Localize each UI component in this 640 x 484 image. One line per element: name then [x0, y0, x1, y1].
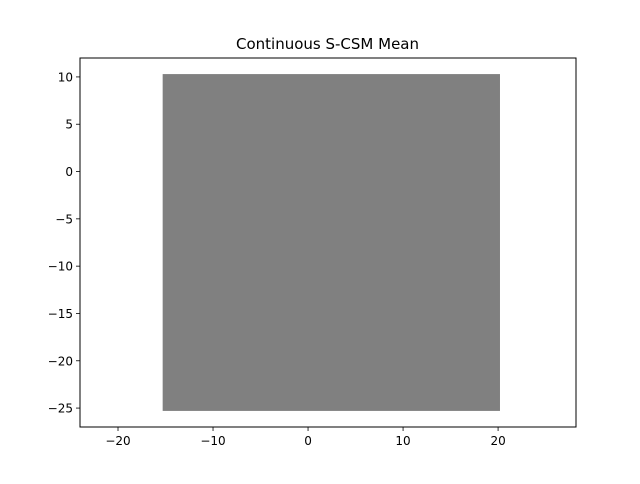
regions-layer	[162, 74, 500, 411]
x-tick-label: −10	[200, 434, 225, 448]
y-tick-label: −25	[48, 402, 73, 416]
ticks-layer: −20 −10 0 10 20 10 5 0 −5 −10 −15 −20 −25	[48, 70, 506, 448]
chart-title: Continuous S-CSM Mean	[236, 35, 419, 53]
x-tick-label: 10	[395, 434, 410, 448]
x-tick-label: −20	[105, 434, 130, 448]
y-tick-label: −10	[48, 260, 73, 274]
y-tick-label: −20	[48, 354, 73, 368]
x-tick-label: 0	[304, 434, 312, 448]
y-tick-label: 5	[65, 118, 73, 132]
axes-frame	[79, 57, 577, 428]
y-tick-label: 0	[65, 165, 73, 179]
y-tick-label: 10	[58, 70, 73, 84]
y-tick-label: −5	[55, 212, 73, 226]
x-tick-label: 20	[490, 434, 505, 448]
y-tick-label: −15	[48, 307, 73, 321]
mean-region-0	[162, 74, 500, 411]
